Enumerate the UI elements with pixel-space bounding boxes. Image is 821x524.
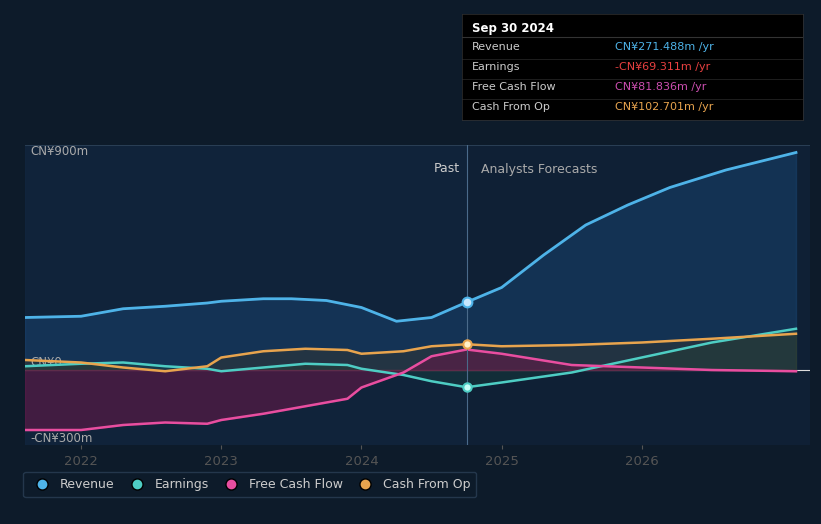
Legend: Revenue, Earnings, Free Cash Flow, Cash From Op: Revenue, Earnings, Free Cash Flow, Cash …	[24, 472, 476, 497]
Text: Earnings: Earnings	[472, 62, 521, 72]
Text: CN¥81.836m /yr: CN¥81.836m /yr	[616, 82, 707, 92]
Bar	[25, 145, 466, 445]
Text: CN¥102.701m /yr: CN¥102.701m /yr	[616, 102, 713, 112]
Text: Free Cash Flow: Free Cash Flow	[472, 82, 556, 92]
Text: Analysts Forecasts: Analysts Forecasts	[480, 162, 597, 176]
Text: Past: Past	[433, 162, 460, 176]
Text: CN¥900m: CN¥900m	[30, 145, 89, 158]
Text: CN¥0: CN¥0	[30, 356, 62, 369]
Text: -CN¥69.311m /yr: -CN¥69.311m /yr	[616, 62, 711, 72]
Text: -CN¥300m: -CN¥300m	[30, 431, 93, 444]
Text: Sep 30 2024: Sep 30 2024	[472, 23, 554, 36]
Text: CN¥271.488m /yr: CN¥271.488m /yr	[616, 42, 714, 52]
Text: Cash From Op: Cash From Op	[472, 102, 550, 112]
Text: Revenue: Revenue	[472, 42, 521, 52]
